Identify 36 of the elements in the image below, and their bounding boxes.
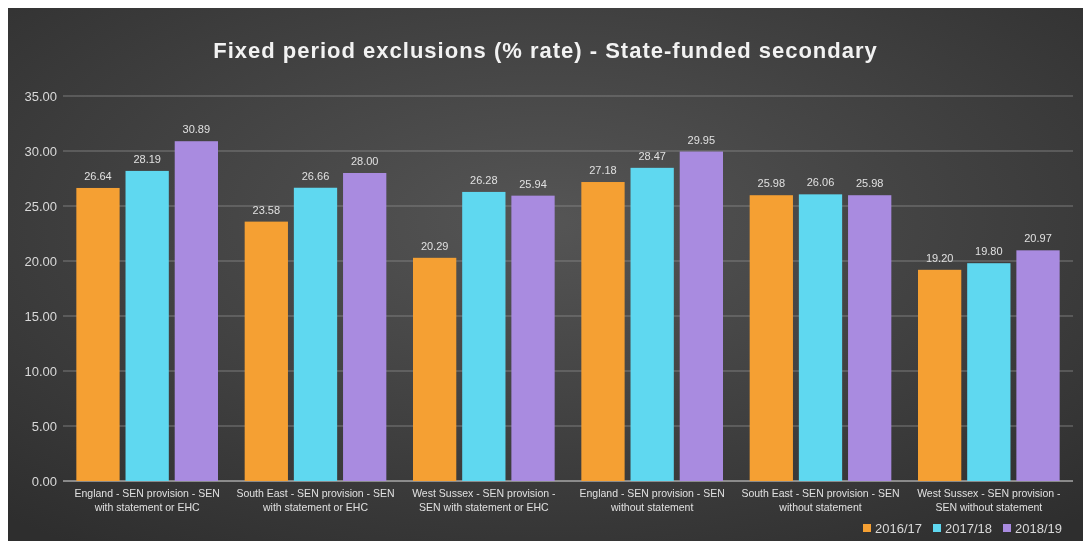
data-label: 19.80 — [975, 245, 1003, 258]
data-label: 25.98 — [855, 177, 884, 190]
data-label: 25.98 — [757, 177, 786, 190]
data-label: 23.58 — [252, 203, 281, 216]
data-label: 28.00 — [350, 155, 379, 167]
chart-title: Fixed period exclusions (% rate) - State-funded secondary — [213, 38, 878, 63]
data-label: 26.64 — [84, 169, 112, 182]
data-label: 30.89 — [182, 123, 211, 136]
data-label: 29.95 — [687, 133, 716, 146]
data-label: 25.94 — [519, 177, 547, 190]
y-tick-label: 20.00 — [24, 253, 57, 269]
x-tick-label: England - SEN provision - SEN with statement or EHC — [74, 487, 220, 513]
y-tick-label: 15.00 — [24, 308, 57, 324]
legend-label: 2018/19 — [1015, 521, 1062, 536]
legend-label: 2016/17 — [875, 521, 922, 536]
y-tick-label: 30.00 — [24, 143, 57, 159]
x-tick-label: South East - SEN provision - SEN without statement — [741, 487, 900, 513]
data-label: 26.66 — [301, 169, 330, 182]
y-tick-label: 0.00 — [31, 473, 57, 489]
x-tick-label: South East - SEN provision - SEN with statement or EHC — [236, 487, 395, 513]
y-tick-label: 35.00 — [24, 88, 57, 104]
data-label: 20.97 — [1024, 232, 1052, 245]
data-label: 27.18 — [589, 164, 617, 177]
data-label: 19.20 — [925, 251, 954, 264]
y-tick-label: 25.00 — [24, 198, 57, 214]
legend-label: 2017/18 — [945, 521, 992, 536]
y-tick-label: 5.00 — [31, 418, 57, 434]
x-tick-label: West Sussex - SEN provision - SEN without statement — [917, 487, 1062, 513]
data-label: 26.28 — [470, 173, 498, 186]
x-tick-label: England - SEN provision - SEN without statement — [579, 487, 725, 513]
data-label: 28.19 — [133, 152, 161, 165]
data-label: 28.47 — [638, 149, 666, 162]
y-tick-label: 10.00 — [24, 363, 57, 379]
data-label: 20.29 — [420, 239, 449, 252]
data-label: 26.06 — [806, 176, 835, 189]
x-tick-label: West Sussex - SEN provision - SEN with statement or EHC — [412, 487, 557, 513]
